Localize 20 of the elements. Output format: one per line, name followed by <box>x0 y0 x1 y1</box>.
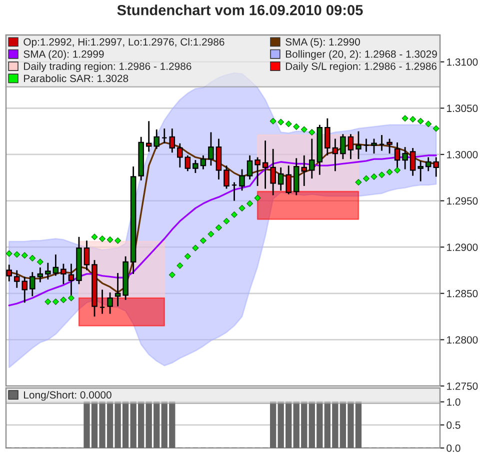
legend-label: SMA (5): 1.2990 <box>286 38 360 48</box>
y-tick-label: 1.2950 <box>447 197 478 205</box>
legend-label: Daily trading region: 1.2986 - 1.2986 <box>24 62 192 72</box>
y-tick-label: 1.3100 <box>447 58 478 66</box>
y-tick-label: 1.3000 <box>447 150 478 158</box>
legend-label: Daily S/L region: 1.2986 - 1.2986 <box>286 62 437 72</box>
legend-label: SMA (20): 1.2999 <box>24 50 104 60</box>
legend-label: Long/Short: 0.0000 <box>24 390 112 401</box>
y-tick-label: 1.2900 <box>447 244 478 251</box>
y-tick-label: 1.0 <box>447 398 460 406</box>
y-tick-label: 0.5 <box>446 421 460 429</box>
y-tick-label: 1.3050 <box>447 104 478 112</box>
y-tick-label: 1.2850 <box>447 290 478 298</box>
legend-label: Parabolic SAR: 1.3028 <box>24 74 128 82</box>
y-tick-label: 0.0 <box>446 444 460 452</box>
y-tick-label: 1.2800 <box>447 336 478 344</box>
legend-label: Bollinger (20, 2): 1.2968 - 1.3029 <box>286 50 437 60</box>
y-tick-label: 1.2750 <box>447 382 478 390</box>
chart-title: Stundenchart vom 16.09.2010 09:05 <box>117 4 363 16</box>
legend-label: Op:1.2992, Hi:1.2997, Lo:1.2976, Cl:1.2986 <box>24 38 224 48</box>
